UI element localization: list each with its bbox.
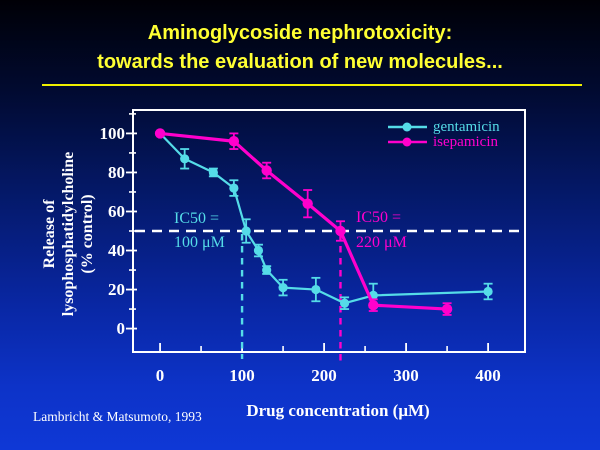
title-divider <box>42 84 582 86</box>
ic50-isepamicin-line-1: IC50 = <box>356 209 402 226</box>
y-tick-label-100: 100 <box>99 124 126 143</box>
slide-title-line-2: towards the evaluation of new molecules.… <box>97 51 503 73</box>
y-tick-label-40: 40 <box>108 241 125 260</box>
x-tick-label-100: 100 <box>229 366 255 385</box>
slide-title-line-1: Aminoglycoside nephrotoxicity: <box>147 22 453 44</box>
x-tick-label-300: 300 <box>393 366 419 385</box>
y-tick-label-0: 0 <box>116 319 126 338</box>
y-axis-title-line-1: Release of <box>41 199 58 269</box>
x-tick-label-400: 400 <box>475 366 501 385</box>
x-axis-title: Drug concentration (μM) <box>246 401 430 420</box>
citation-text: Lambricht & Matsumoto, 1993 <box>33 409 202 424</box>
x-tick-label-200: 200 <box>311 366 337 385</box>
ic50-isepamicin-line-2: 220 μM <box>356 234 407 251</box>
legend-label-isepamicin: isepamicin <box>433 134 498 150</box>
legend-label-gentamicin: gentamicin <box>433 119 500 135</box>
y-tick-label-80: 80 <box>108 163 125 182</box>
y-tick-label-60: 60 <box>108 202 125 221</box>
ic50-gentamicin-line-1: IC50 = <box>174 210 220 227</box>
ic50-gentamicin-line-2: 100 μM <box>174 234 225 251</box>
y-tick-label-20: 20 <box>108 280 125 299</box>
x-tick-label-0: 0 <box>155 366 165 385</box>
